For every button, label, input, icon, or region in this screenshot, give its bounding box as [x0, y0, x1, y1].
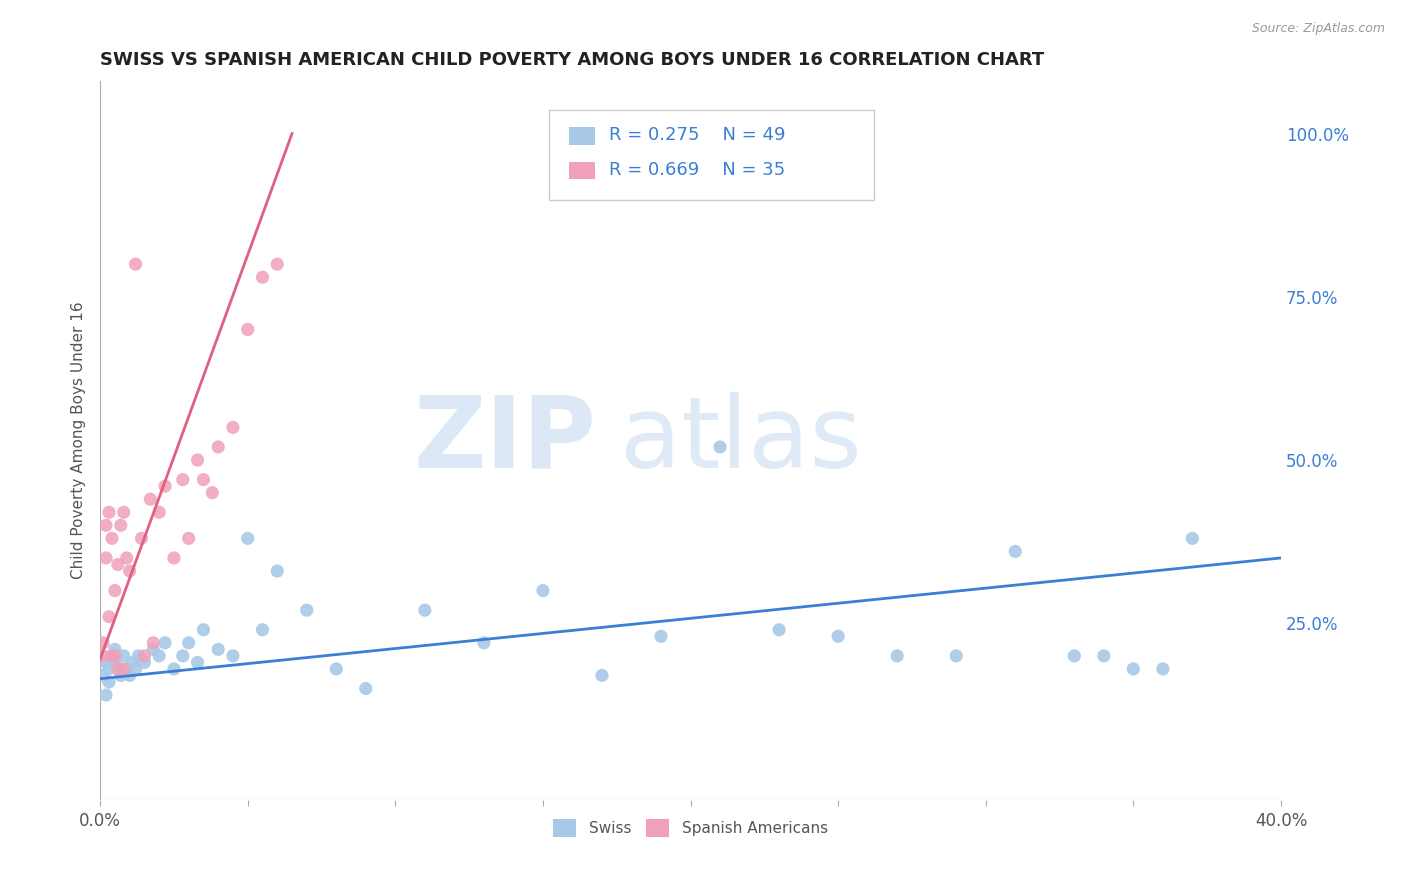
Point	[148, 505, 170, 519]
Text: ZIP: ZIP	[413, 392, 596, 489]
Point	[1063, 648, 1085, 663]
Point	[172, 473, 194, 487]
Point	[124, 662, 146, 676]
Point	[222, 648, 245, 663]
Point	[110, 518, 132, 533]
Point	[222, 420, 245, 434]
Point	[650, 629, 672, 643]
Point	[98, 675, 121, 690]
Point	[110, 668, 132, 682]
Point	[201, 485, 224, 500]
Point	[94, 550, 117, 565]
Point	[118, 564, 141, 578]
Point	[354, 681, 377, 696]
Text: SWISS VS SPANISH AMERICAN CHILD POVERTY AMONG BOYS UNDER 16 CORRELATION CHART: SWISS VS SPANISH AMERICAN CHILD POVERTY …	[100, 51, 1045, 69]
Point	[91, 648, 114, 663]
Point	[91, 636, 114, 650]
Point	[98, 505, 121, 519]
Point	[112, 648, 135, 663]
Point	[101, 532, 124, 546]
Point	[115, 662, 138, 676]
Point	[107, 662, 129, 676]
Point	[207, 642, 229, 657]
Point	[207, 440, 229, 454]
Point	[142, 642, 165, 657]
Point	[163, 550, 186, 565]
FancyBboxPatch shape	[569, 161, 595, 179]
Point	[187, 656, 209, 670]
Point	[94, 518, 117, 533]
Point	[172, 648, 194, 663]
FancyBboxPatch shape	[569, 128, 595, 145]
Point	[236, 532, 259, 546]
Point	[107, 662, 129, 676]
Legend: Swiss, Spanish Americans: Swiss, Spanish Americans	[547, 813, 834, 844]
Point	[118, 668, 141, 682]
FancyBboxPatch shape	[548, 110, 873, 200]
Point	[472, 636, 495, 650]
Point	[177, 532, 200, 546]
Point	[101, 648, 124, 663]
Point	[139, 492, 162, 507]
Point	[94, 688, 117, 702]
Point	[1152, 662, 1174, 676]
Point	[142, 636, 165, 650]
Point	[98, 609, 121, 624]
Point	[768, 623, 790, 637]
Point	[163, 662, 186, 676]
Point	[252, 623, 274, 637]
Point	[104, 656, 127, 670]
Point	[107, 558, 129, 572]
Point	[98, 662, 121, 676]
Point	[266, 257, 288, 271]
Point	[153, 636, 176, 650]
Point	[112, 505, 135, 519]
Point	[101, 648, 124, 663]
Point	[131, 532, 153, 546]
Point	[1122, 662, 1144, 676]
Point	[148, 648, 170, 663]
Point	[112, 662, 135, 676]
Point	[134, 656, 156, 670]
Text: R = 0.669    N = 35: R = 0.669 N = 35	[609, 161, 786, 178]
Point	[236, 322, 259, 336]
Text: atlas: atlas	[620, 392, 862, 489]
Point	[1092, 648, 1115, 663]
Point	[124, 257, 146, 271]
Point	[94, 656, 117, 670]
Point	[193, 473, 215, 487]
Point	[134, 648, 156, 663]
Point	[121, 656, 143, 670]
Point	[1004, 544, 1026, 558]
Point	[266, 564, 288, 578]
Y-axis label: Child Poverty Among Boys Under 16: Child Poverty Among Boys Under 16	[72, 301, 86, 579]
Point	[115, 550, 138, 565]
Point	[827, 629, 849, 643]
Text: R = 0.275    N = 49: R = 0.275 N = 49	[609, 126, 786, 145]
Point	[295, 603, 318, 617]
Point	[531, 583, 554, 598]
Point	[1181, 532, 1204, 546]
Point	[153, 479, 176, 493]
Point	[128, 648, 150, 663]
Point	[591, 668, 613, 682]
Point	[252, 270, 274, 285]
Point	[193, 623, 215, 637]
Point	[104, 648, 127, 663]
Point	[104, 642, 127, 657]
Point	[413, 603, 436, 617]
Text: Source: ZipAtlas.com: Source: ZipAtlas.com	[1251, 22, 1385, 36]
Point	[709, 440, 731, 454]
Point	[945, 648, 967, 663]
Point	[177, 636, 200, 650]
Point	[187, 453, 209, 467]
Point	[325, 662, 347, 676]
Point	[91, 668, 114, 682]
Point	[104, 583, 127, 598]
Point	[886, 648, 908, 663]
